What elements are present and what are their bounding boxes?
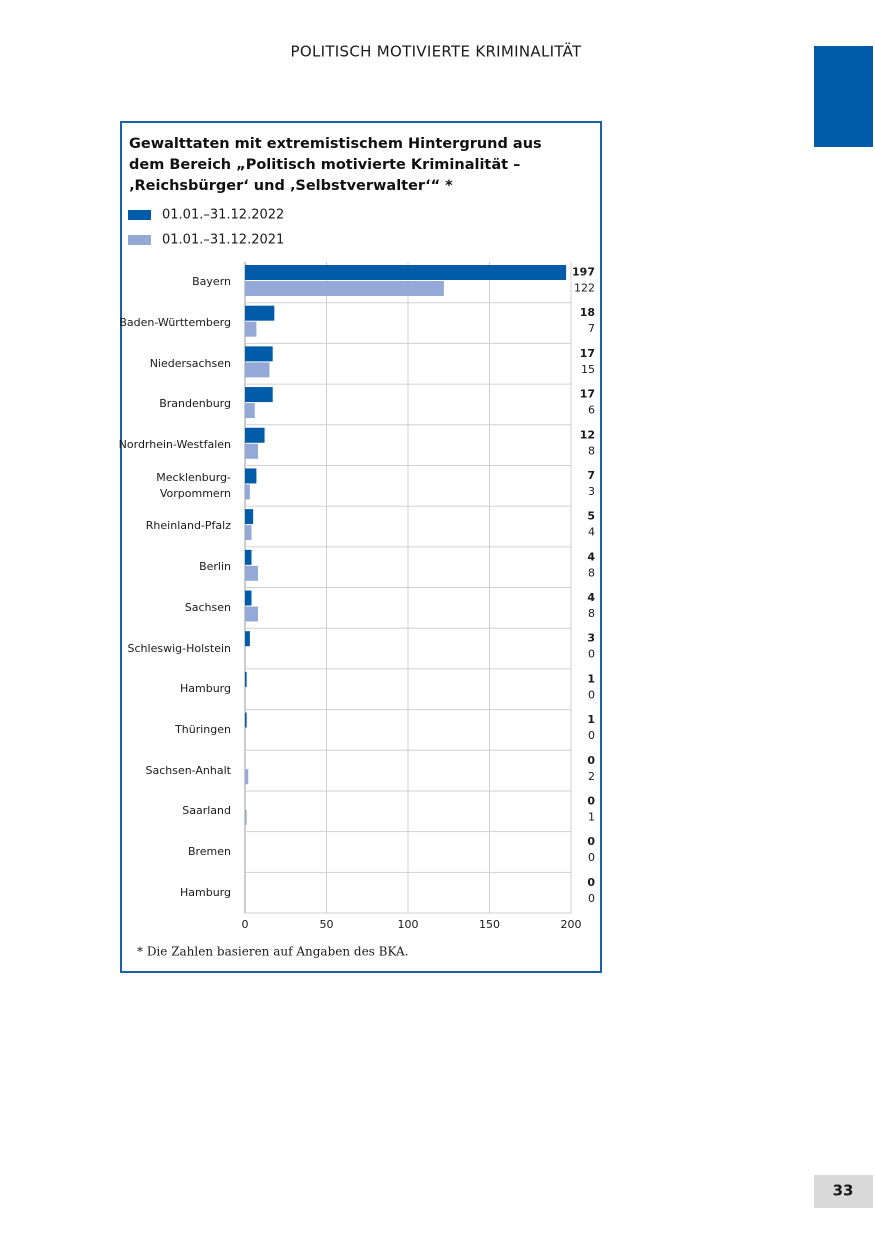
category-label: Saarland [182,804,231,818]
value-label: 4 [587,550,595,563]
value-label: 15 [581,363,595,376]
bar [245,281,444,296]
bar [245,769,249,785]
value-label: 0 [587,794,595,807]
page-number: 33 [833,1182,854,1200]
bar [245,606,259,622]
bar [245,631,250,647]
running-title: POLITISCH MOTIVIERTE KRIMINALITÄT [291,42,583,61]
bar [245,565,259,581]
bar [245,484,250,500]
value-label: 0 [588,648,595,661]
value-label: 7 [587,469,595,482]
value-label: 7 [588,322,595,335]
value-label: 17 [580,347,595,360]
value-label: 0 [587,876,595,889]
bar [245,346,273,362]
bar [245,671,247,687]
category-label: Bayern [192,275,231,289]
value-label: 8 [588,566,595,579]
category-label: Mecklenburg-Vorpommern [156,470,231,500]
category-label: Brandenburg [159,397,231,411]
category-label: Sachsen-Anhalt [145,763,231,777]
value-label: 0 [587,754,595,767]
value-label: 122 [574,282,595,295]
value-label: 0 [587,835,595,848]
legend-label: 01.01.–31.12.2022 [162,208,284,223]
page-number-box [814,1175,873,1208]
category-label: Rheinland-Pfalz [145,519,231,533]
value-label: 0 [588,729,595,742]
category-label: Niedersachsen [149,356,231,370]
value-label: 3 [587,632,595,645]
value-label: 0 [588,892,595,905]
value-label: 18 [580,306,595,319]
category-label: Hamburg [180,682,231,696]
value-label: 0 [588,851,595,864]
bar [245,362,270,378]
x-tick-label: 150 [479,918,500,931]
category-label: Hamburg [180,885,231,899]
value-label: 6 [588,404,595,417]
chart-title: Gewalttaten mit extremistischem Hintergr… [129,136,542,194]
chart-frame [120,121,602,973]
value-label: 1 [587,713,595,726]
bar [245,549,252,565]
x-tick-label: 100 [398,918,419,931]
section-tab [814,46,873,147]
category-label: Berlin [199,560,231,574]
value-label: 197 [572,266,595,279]
value-label: 3 [588,485,595,498]
bar [245,525,252,541]
value-label: 5 [587,510,595,523]
bar [245,305,275,321]
value-label: 0 [588,688,595,701]
bar [245,321,257,337]
value-label: 4 [588,526,595,539]
category-label: Baden-Württemberg [119,316,231,330]
bar [245,387,273,403]
bar [245,443,259,459]
legend-label: 01.01.–31.12.2021 [162,233,284,248]
value-label: 8 [588,444,595,457]
bar [245,590,252,606]
bar [245,712,247,728]
bar [245,265,567,280]
bar [245,509,254,525]
value-label: 2 [588,770,595,783]
value-label: 4 [587,591,595,604]
value-label: 1 [588,810,595,823]
x-tick-label: 200 [561,918,582,931]
x-tick-label: 0 [242,918,249,931]
category-label: Nordrhein-Westfalen [118,438,231,452]
category-label: Thüringen [175,722,231,736]
value-label: 12 [580,428,595,441]
category-label: Sachsen [184,600,231,614]
legend-swatch [128,235,151,245]
value-label: 8 [588,607,595,620]
bar [245,403,255,419]
legend-swatch [128,210,151,220]
value-label: 1 [587,672,595,685]
category-label: Bremen [187,844,231,858]
bar [245,468,257,484]
bar [245,427,265,443]
category-label: Schleswig-Holstein [127,641,231,655]
bar [245,809,247,825]
footnote: * Die Zahlen basieren auf Angaben des BK… [137,945,408,959]
value-label: 17 [580,388,595,401]
x-tick-label: 50 [320,918,334,931]
